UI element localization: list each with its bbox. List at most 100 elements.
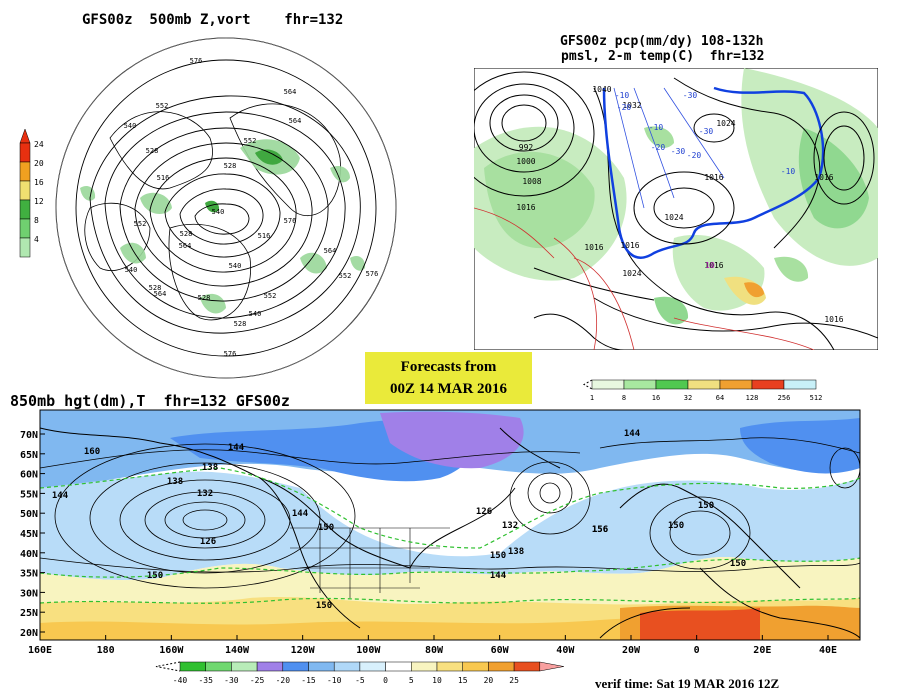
isobar-label: 1000 <box>516 157 535 166</box>
colorbar-tick: -5 <box>355 676 365 685</box>
colorbar-tick: 20 <box>34 159 44 168</box>
temperature-label: -10 <box>781 167 796 176</box>
longitude-tick: 20E <box>753 645 771 656</box>
latitude-tick: 55N <box>20 489 38 500</box>
isobar-label: 1016 <box>814 173 833 182</box>
longitude-tick: 160E <box>28 645 52 656</box>
colorbar-swatch <box>231 661 258 672</box>
height-label: 126 <box>476 507 492 517</box>
latitude-axis: 70N 65N 60N 55N 50N 45N 40N 35N 30N 25N 20N <box>20 430 45 639</box>
contour-label: 516 <box>258 232 271 240</box>
colorbar-arrow <box>19 128 31 144</box>
height-label: 138 <box>167 477 183 487</box>
latitude-tick: 25N <box>20 608 38 619</box>
height-label: 144 <box>228 443 245 453</box>
height-label: 150 <box>147 571 163 581</box>
isobar-label: 1016 <box>516 203 535 212</box>
contour-label: 576 <box>224 350 237 358</box>
banner-line2: 00Z 14 MAR 2016 <box>389 381 508 397</box>
colorbar-tick: -10 <box>327 676 342 685</box>
temperature-colorbar: -40 -35 -30 -25 -20 -15 -10 -5 0 5 10 15 20 25 <box>155 661 564 685</box>
colorbar-swatch <box>282 661 309 672</box>
contour-label: 552 <box>339 272 352 280</box>
contour-label: 528 <box>180 230 193 238</box>
contour-label: 564 <box>284 88 297 96</box>
precip-map: 9921000100810161024101610241016102410161… <box>474 68 878 350</box>
isobar-label: 1024 <box>664 213 683 222</box>
colorbar-tick: 0 <box>383 676 388 685</box>
hgt-map: 160 1441381321381441261501501441501261321… <box>20 409 861 685</box>
height-label: 144 <box>52 491 69 501</box>
colorbar-swatch <box>19 142 31 163</box>
longitude-axis: 160E 180 160W 140W 120W 100W 80W 60W 40W 20W 0 20E 4… <box>28 635 837 656</box>
temperature-label: -20 <box>687 151 702 160</box>
contour-label: 528 <box>149 284 162 292</box>
vorticity-shading-strong <box>205 149 283 213</box>
longitude-tick: 180 <box>97 645 115 656</box>
longitude-tick: 120W <box>291 645 316 656</box>
colorbar-swatch <box>359 661 386 672</box>
colorbar-swatch <box>19 199 31 220</box>
political-boundaries <box>290 527 450 598</box>
latitude-tick: 45N <box>20 529 38 540</box>
height-label: 156 <box>592 525 608 535</box>
latitude-tick: 40N <box>20 549 38 560</box>
colorbar-swatch <box>591 379 625 390</box>
colorbar-swatch <box>179 661 206 672</box>
longitude-tick: 140W <box>225 645 250 656</box>
isobar-label: 1016 <box>704 173 723 182</box>
contour-label: 540 <box>125 266 138 274</box>
latitude-tick: 35N <box>20 569 38 580</box>
latitude-tick: 30N <box>20 588 38 599</box>
isobar-label: 1016 <box>824 315 843 324</box>
height-label: 150 <box>490 551 506 561</box>
forecast-banner: Forecasts from 00Z 14 MAR 2016 <box>365 352 532 404</box>
precip-coastlines <box>533 77 835 350</box>
contour-label: 564 <box>324 247 337 255</box>
height-contours-850 <box>39 437 861 589</box>
contour-label: 576 <box>366 270 379 278</box>
latitude-tick: 70N <box>20 430 38 441</box>
vort-panel-title: GFS00z 500mb Z,vort fhr=132 <box>82 12 344 28</box>
contour-label: 528 <box>224 162 237 170</box>
height-label: 150 <box>730 559 746 569</box>
contour-label: 564 <box>154 290 167 298</box>
precip-title-line2: pmsl, 2-m temp(C) fhr=132 <box>561 49 765 64</box>
colorbar-swatch <box>719 379 753 390</box>
hgt-coastlines <box>39 427 861 639</box>
colorbar-tick: 128 <box>746 394 759 402</box>
colorbar-swatch <box>411 661 438 672</box>
height-label: 150 <box>698 501 714 511</box>
isobar-label: 1032 <box>622 101 641 110</box>
height-label: 150 <box>316 601 332 611</box>
precip-label-layer: 9921000100810161024101610241016102410161… <box>516 85 843 324</box>
contour-label: 576 <box>284 217 297 225</box>
longitude-tick: 100W <box>356 645 381 656</box>
isobar-label: 1024 <box>622 269 641 278</box>
colorbar-swatch <box>687 379 721 390</box>
height-label: 156 <box>592 525 608 535</box>
temperature-label: -10 <box>649 123 664 132</box>
temperature-label: 10 <box>705 261 715 270</box>
colorbar-tick: 12 <box>34 197 44 206</box>
longitude-tick: 0 <box>694 645 700 656</box>
colorbar-tick: 256 <box>778 394 791 402</box>
isotherms <box>39 467 861 604</box>
contour-label: 552 <box>244 137 257 145</box>
longitude-tick: 40E <box>819 645 837 656</box>
banner-line1: Forecasts from <box>400 359 497 375</box>
hgt-label-layer: 160 144 138 132 138 144 126 150 150 144 150 126 132 1… <box>52 429 746 611</box>
colorbar-tick: -15 <box>301 676 316 685</box>
temperature-label: -30 <box>699 127 714 136</box>
longitude-tick: 60W <box>491 645 510 656</box>
contour-label: 552 <box>134 220 147 228</box>
isobar-label: 992 <box>519 143 534 152</box>
isobar-label: 1016 <box>584 243 603 252</box>
height-label: 144 <box>490 571 507 581</box>
colorbar-swatch <box>436 661 463 672</box>
colorbar-tick: -40 <box>173 676 188 685</box>
colorbar-tick: -20 <box>276 676 291 685</box>
colorbar-tick: -25 <box>250 676 265 685</box>
height-label: 138 <box>202 463 218 473</box>
contour-label: 564 <box>289 117 302 125</box>
